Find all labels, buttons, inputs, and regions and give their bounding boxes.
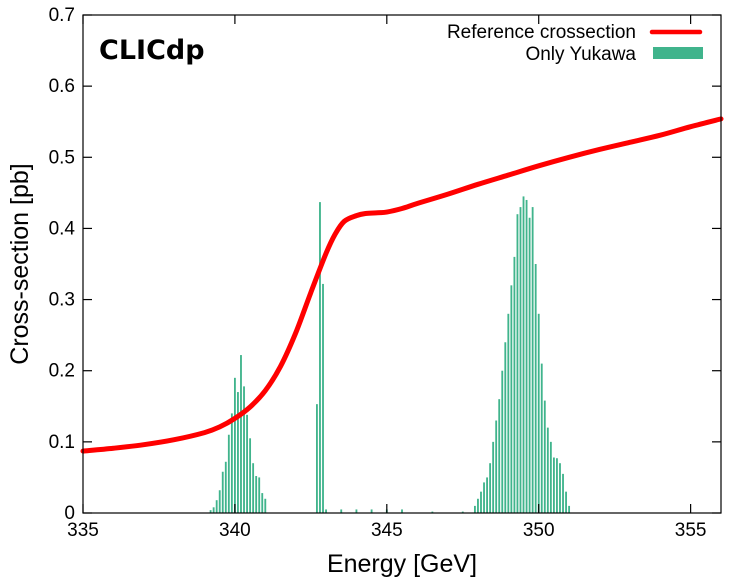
histogram-bar [246, 414, 248, 513]
histogram-bar [559, 463, 561, 513]
y-tick-label: 0.7 [49, 5, 75, 26]
x-tick-label: 350 [523, 520, 555, 541]
histogram-bar [543, 400, 546, 513]
histogram-bar [252, 463, 255, 513]
histogram-bar [522, 196, 525, 513]
histogram-only-yukawa [209, 196, 571, 514]
histogram-bar [218, 490, 221, 513]
histogram-bar [370, 509, 373, 513]
y-tick-label: 0.5 [49, 147, 75, 168]
histogram-bar [549, 441, 552, 513]
histogram-bar [507, 313, 510, 513]
histogram-bar [537, 313, 540, 513]
axis-ticks [82, 14, 721, 514]
plot-frame [82, 14, 722, 514]
histogram-bar [480, 491, 482, 513]
reference-crossection-line [80, 116, 724, 454]
histogram-bar [492, 441, 495, 513]
histogram-bar [325, 509, 327, 513]
histogram-bar [401, 509, 403, 513]
histogram-bar [316, 404, 318, 513]
histogram-bar [431, 511, 434, 513]
histogram-bar [540, 363, 543, 513]
y-tick-label: 0.3 [49, 290, 75, 311]
legend: Reference crossection Only Yukawa [447, 22, 703, 65]
histogram-bar [513, 256, 516, 513]
histogram-bar [525, 199, 528, 513]
histogram-bar [224, 461, 227, 513]
histogram-bar [489, 463, 492, 513]
histogram-bar [504, 342, 507, 513]
histogram-bar [568, 505, 571, 513]
histogram-bar [237, 392, 239, 513]
y-tick-label: 0.6 [49, 76, 75, 97]
histogram-bar [227, 434, 230, 513]
histogram-bar [258, 477, 261, 513]
histogram-bar [510, 285, 513, 513]
y-tick-label: 0.1 [49, 432, 75, 453]
histogram-bar [322, 283, 324, 513]
legend-label-yukawa: Only Yukawa [525, 44, 636, 65]
x-axis-title: Energy [GeV] [327, 550, 477, 578]
y-tick-label: 0.2 [49, 361, 75, 382]
legend-label-reference: Reference crossection [447, 22, 636, 43]
y-axis-title: Cross-section [pb] [6, 163, 34, 364]
histogram-bar [243, 386, 245, 513]
histogram-bar [474, 505, 476, 513]
histogram-bar [264, 498, 267, 513]
y-tick-labels: 0 0.1 0.2 0.3 0.4 0.5 0.6 0.7 [49, 5, 76, 524]
histogram-bar [534, 264, 537, 513]
histogram-bar [552, 457, 555, 513]
x-tick-label: 355 [675, 520, 707, 541]
x-tick-label: 345 [371, 520, 403, 541]
histogram-bar [461, 511, 464, 513]
histogram-bar [565, 491, 567, 513]
x-tick-label: 335 [67, 520, 99, 541]
histogram-bar [255, 476, 258, 513]
clicdp-watermark: CLICdp [99, 35, 205, 66]
histogram-bar [240, 355, 242, 513]
x-tick-labels: 335 340 345 350 355 [67, 520, 706, 541]
histogram-bar [261, 493, 264, 513]
histogram-bar [319, 202, 321, 514]
histogram-bar [215, 500, 218, 513]
histogram-bar [221, 471, 224, 513]
histogram-bar [340, 509, 343, 513]
histogram-bar [477, 498, 479, 513]
histogram-bar [355, 509, 358, 513]
histogram-bar [528, 217, 531, 513]
histogram-bar [516, 214, 519, 513]
y-tick-label: 0 [64, 503, 75, 524]
histogram-bar [249, 438, 252, 513]
y-tick-label: 0.4 [49, 218, 76, 239]
histogram-bar [230, 413, 233, 513]
histogram-bar [562, 473, 564, 513]
x-tick-label: 340 [219, 520, 251, 541]
histogram-bar [486, 477, 488, 513]
histogram-bar [531, 207, 534, 513]
histogram-bar [498, 399, 501, 513]
histogram-bar [556, 458, 558, 513]
histogram-bar [212, 507, 215, 513]
histogram-bar [501, 370, 504, 513]
histogram-bar [546, 427, 549, 513]
histogram-bar [209, 510, 212, 513]
histogram-bar [483, 482, 485, 513]
histogram-bar [233, 377, 236, 513]
legend-swatch-yukawa-fill [653, 47, 703, 59]
reference-curve-layer [80, 116, 724, 454]
histogram-bar [519, 207, 522, 513]
histogram-bar [495, 420, 498, 513]
